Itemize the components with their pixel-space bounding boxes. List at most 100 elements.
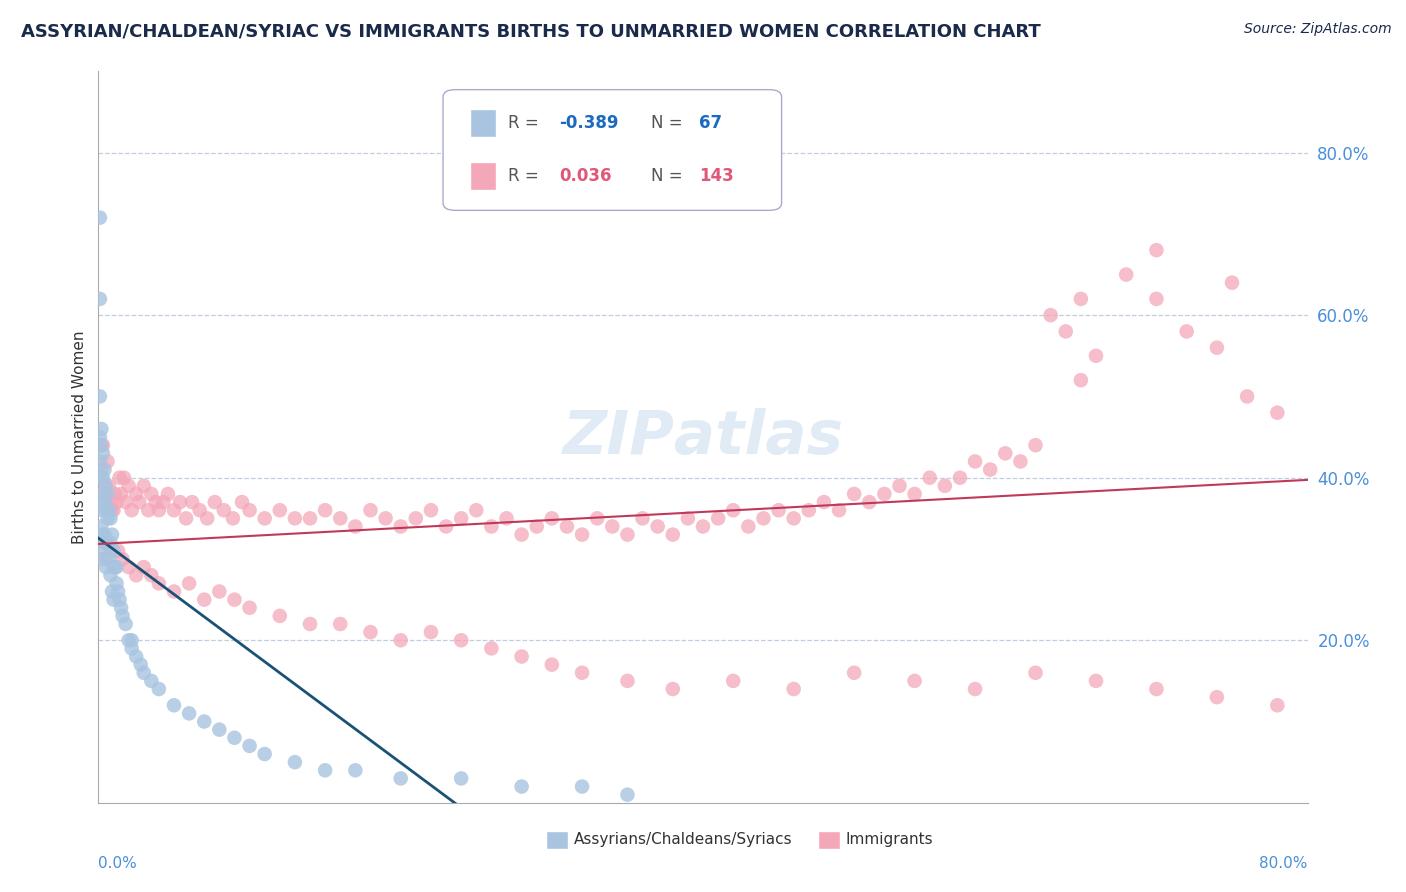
- Point: [100, 544, 122, 558]
- Point: [965, 454, 987, 468]
- Point: [132, 665, 155, 680]
- Text: N =: N =: [651, 167, 688, 185]
- Bar: [470, 162, 496, 190]
- Point: [555, 519, 578, 533]
- Text: Immigrants: Immigrants: [845, 832, 934, 847]
- Text: 67: 67: [699, 114, 723, 132]
- Point: [1070, 292, 1092, 306]
- Point: [110, 600, 132, 615]
- Point: [918, 471, 941, 485]
- Point: [103, 544, 125, 558]
- Point: [828, 503, 851, 517]
- Point: [163, 503, 186, 517]
- Point: [90, 438, 112, 452]
- Point: [107, 544, 129, 558]
- Point: [104, 487, 127, 501]
- Text: N =: N =: [651, 114, 688, 132]
- Text: 0.0%: 0.0%: [98, 856, 138, 871]
- Point: [156, 487, 179, 501]
- Point: [118, 479, 141, 493]
- Point: [631, 511, 654, 525]
- Point: [314, 503, 336, 517]
- Point: [141, 673, 163, 688]
- Point: [1144, 243, 1167, 257]
- Point: [148, 503, 170, 517]
- FancyBboxPatch shape: [443, 90, 782, 211]
- Point: [737, 519, 759, 533]
- Point: [661, 527, 683, 541]
- Point: [224, 731, 246, 745]
- Point: [89, 430, 111, 444]
- Text: ASSYRIAN/CHALDEAN/SYRIAC VS IMMIGRANTS BIRTHS TO UNMARRIED WOMEN CORRELATION CHA: ASSYRIAN/CHALDEAN/SYRIAC VS IMMIGRANTS B…: [21, 22, 1040, 40]
- Point: [224, 592, 246, 607]
- Point: [91, 438, 114, 452]
- Point: [114, 617, 136, 632]
- Point: [239, 739, 262, 753]
- Point: [90, 495, 112, 509]
- Point: [103, 592, 125, 607]
- Point: [163, 584, 186, 599]
- Point: [526, 519, 548, 533]
- Point: [723, 673, 745, 688]
- Point: [329, 617, 352, 632]
- Point: [136, 503, 159, 517]
- Point: [344, 764, 367, 778]
- Point: [89, 438, 111, 452]
- Point: [329, 511, 352, 525]
- Point: [481, 519, 503, 533]
- Point: [195, 511, 218, 525]
- Point: [889, 479, 911, 493]
- Point: [169, 495, 191, 509]
- Point: [269, 608, 291, 623]
- Point: [96, 535, 118, 549]
- Point: [90, 462, 112, 476]
- Point: [1085, 673, 1108, 688]
- Point: [1010, 454, 1032, 468]
- Text: 80.0%: 80.0%: [1260, 856, 1308, 871]
- Point: [723, 503, 745, 517]
- Point: [141, 568, 163, 582]
- Point: [179, 706, 201, 721]
- Point: [91, 503, 114, 517]
- Point: [111, 552, 134, 566]
- Point: [284, 511, 307, 525]
- Point: [96, 454, 118, 468]
- Text: R =: R =: [509, 114, 544, 132]
- Point: [1039, 308, 1062, 322]
- Text: ZIP​atlas: ZIP​atlas: [562, 408, 844, 467]
- Point: [129, 657, 152, 672]
- Point: [90, 422, 112, 436]
- Point: [118, 560, 141, 574]
- Point: [571, 665, 593, 680]
- Point: [193, 592, 215, 607]
- Point: [510, 527, 533, 541]
- Point: [1024, 665, 1046, 680]
- Point: [91, 471, 114, 485]
- Point: [450, 633, 472, 648]
- Point: [239, 503, 262, 517]
- Point: [141, 487, 163, 501]
- Point: [495, 511, 517, 525]
- Point: [94, 552, 117, 566]
- Point: [152, 495, 174, 509]
- Point: [105, 560, 128, 574]
- Point: [783, 681, 806, 696]
- Point: [101, 503, 124, 517]
- Point: [108, 592, 131, 607]
- Point: [105, 576, 128, 591]
- Point: [231, 495, 253, 509]
- Point: [100, 511, 122, 525]
- Point: [994, 446, 1017, 460]
- Point: [96, 511, 118, 525]
- Point: [105, 495, 128, 509]
- Point: [174, 511, 197, 525]
- Text: -0.389: -0.389: [560, 114, 619, 132]
- Point: [239, 600, 262, 615]
- Point: [873, 487, 896, 501]
- Point: [145, 495, 167, 509]
- Point: [616, 788, 638, 802]
- Point: [1236, 389, 1258, 403]
- Point: [692, 519, 714, 533]
- Point: [269, 503, 291, 517]
- Point: [212, 503, 235, 517]
